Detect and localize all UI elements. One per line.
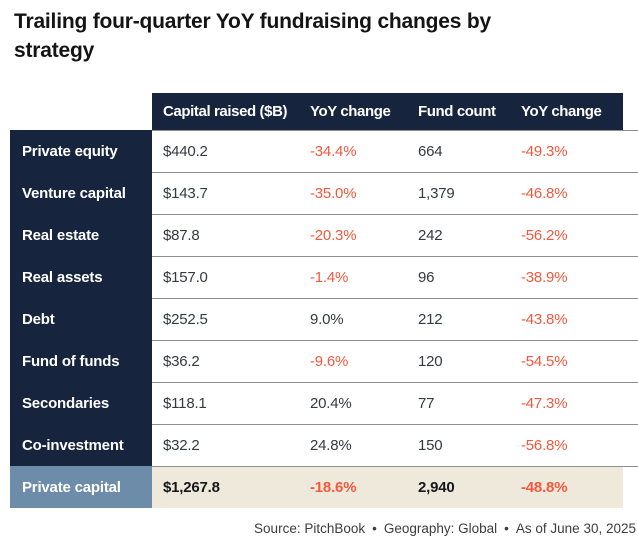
cell-fund-count: 96 (407, 256, 510, 298)
row-label: Real estate (10, 214, 152, 256)
table-row: Private capital $1,267.8 -18.6% 2,940 -4… (10, 466, 623, 508)
cell-yoy-fund: -38.9% (510, 256, 623, 298)
table-row: Real assets $157.0 -1.4% 96 -38.9% (10, 256, 623, 298)
table-row: Venture capital $143.7 -35.0% 1,379 -46.… (10, 172, 623, 214)
footer-geography: Geography: Global (383, 521, 498, 536)
row-label: Fund of funds (10, 340, 152, 382)
cell-capital-raised: $1,267.8 (152, 466, 299, 508)
header-cell-yoy-fund: YoY change (510, 93, 623, 130)
cell-yoy-capital: -34.4% (299, 130, 407, 172)
header-cell-yoy-capital: YoY change (299, 93, 407, 130)
header-cell-capital-raised: Capital raised ($B) (152, 93, 299, 130)
row-label: Private equity (10, 130, 152, 172)
cell-yoy-capital: 9.0% (299, 298, 407, 340)
cell-capital-raised: $87.8 (152, 214, 299, 256)
cell-yoy-fund: -49.3% (510, 130, 623, 172)
table-row: Secondaries $118.1 20.4% 77 -47.3% (10, 382, 623, 424)
cell-fund-count: 1,379 (407, 172, 510, 214)
footer-bullet: • (504, 521, 509, 536)
cell-yoy-capital: -20.3% (299, 214, 407, 256)
table-row: Fund of funds $36.2 -9.6% 120 -54.5% (10, 340, 623, 382)
cell-yoy-capital: -9.6% (299, 340, 407, 382)
cell-capital-raised: $252.5 (152, 298, 299, 340)
cell-capital-raised: $143.7 (152, 172, 299, 214)
cell-capital-raised: $32.2 (152, 424, 299, 466)
cell-fund-count: 150 (407, 424, 510, 466)
table-row: Co-investment $32.2 24.8% 150 -56.8% (10, 424, 623, 466)
table-row: Private equity $440.2 -34.4% 664 -49.3% (10, 130, 623, 172)
header-cell-fund-count: Fund count (407, 93, 510, 130)
cell-fund-count: 2,940 (407, 466, 510, 508)
row-label: Venture capital (10, 172, 152, 214)
footer-source: Source: PitchBook (254, 521, 366, 536)
cell-yoy-capital: -35.0% (299, 172, 407, 214)
cell-yoy-fund: -56.2% (510, 214, 623, 256)
cell-fund-count: 664 (407, 130, 510, 172)
table-row: Real estate $87.8 -20.3% 242 -56.2% (10, 214, 623, 256)
cell-yoy-fund: -43.8% (510, 298, 623, 340)
cell-fund-count: 77 (407, 382, 510, 424)
cell-fund-count: 120 (407, 340, 510, 382)
footer-asof: As of June 30, 2025 (515, 521, 636, 536)
cell-fund-count: 242 (407, 214, 510, 256)
footer-bullet: • (372, 521, 377, 536)
page-title: Trailing four-quarter YoY fundraising ch… (14, 10, 491, 62)
row-label: Private capital (10, 466, 152, 508)
table-body: Private equity $440.2 -34.4% 664 -49.3% … (10, 130, 623, 508)
header-spacer (10, 93, 152, 130)
cell-capital-raised: $118.1 (152, 382, 299, 424)
cell-yoy-fund: -48.8% (510, 466, 623, 508)
table-header-row: Capital raised ($B) YoY change Fund coun… (10, 93, 623, 130)
cell-yoy-capital: -1.4% (299, 256, 407, 298)
row-label: Real assets (10, 256, 152, 298)
cell-capital-raised: $440.2 (152, 130, 299, 172)
cell-yoy-fund: -56.8% (510, 424, 623, 466)
cell-fund-count: 212 (407, 298, 510, 340)
cell-yoy-capital: 20.4% (299, 382, 407, 424)
cell-capital-raised: $36.2 (152, 340, 299, 382)
table-row: Debt $252.5 9.0% 212 -43.8% (10, 298, 623, 340)
cell-yoy-fund: -46.8% (510, 172, 623, 214)
cell-yoy-fund: -47.3% (510, 382, 623, 424)
row-label: Secondaries (10, 382, 152, 424)
cell-yoy-capital: -18.6% (299, 466, 407, 508)
row-label: Debt (10, 298, 152, 340)
cell-yoy-capital: 24.8% (299, 424, 407, 466)
strategy-table: Capital raised ($B) YoY change Fund coun… (10, 93, 638, 508)
cell-capital-raised: $157.0 (152, 256, 299, 298)
row-label: Co-investment (10, 424, 152, 466)
cell-yoy-fund: -54.5% (510, 340, 623, 382)
source-footer: Source: PitchBook • Geography: Global • As o… (0, 521, 638, 536)
